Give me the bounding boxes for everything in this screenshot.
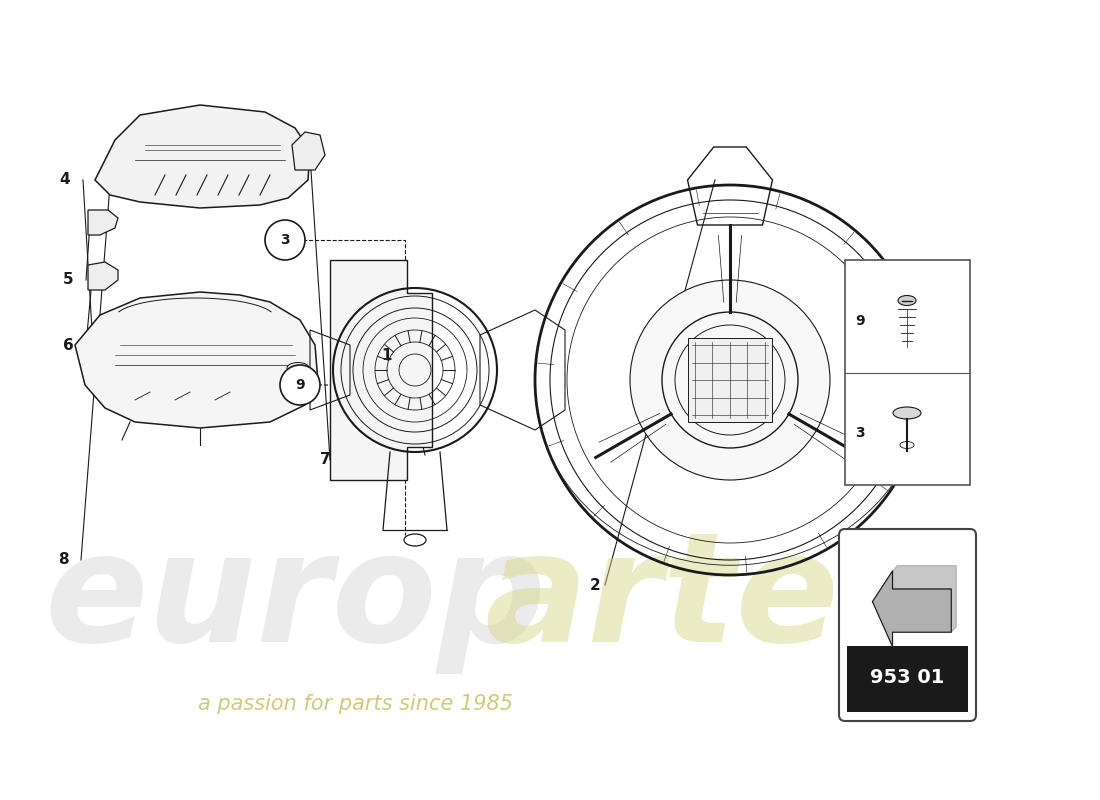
Text: 5: 5	[63, 273, 74, 287]
Text: 953 01: 953 01	[870, 668, 945, 687]
Text: a passion for parts since 1985: a passion for parts since 1985	[198, 694, 513, 714]
Text: europ: europ	[44, 526, 546, 674]
Text: 4: 4	[59, 173, 70, 187]
Text: 6: 6	[63, 338, 74, 353]
Text: 8: 8	[57, 553, 68, 567]
Text: 3: 3	[280, 233, 289, 247]
Bar	[845, 260, 970, 485]
FancyBboxPatch shape	[839, 529, 976, 721]
Polygon shape	[872, 571, 952, 646]
Polygon shape	[88, 262, 118, 290]
Polygon shape	[892, 566, 956, 632]
Ellipse shape	[404, 534, 426, 546]
Polygon shape	[88, 210, 118, 235]
Text: 7: 7	[320, 453, 330, 467]
Circle shape	[280, 365, 320, 405]
Text: 9: 9	[855, 314, 865, 328]
Text: 2: 2	[590, 578, 601, 593]
Polygon shape	[330, 260, 432, 480]
Circle shape	[265, 220, 305, 260]
Ellipse shape	[898, 295, 916, 306]
Bar	[847, 646, 968, 712]
Text: 3: 3	[855, 426, 865, 440]
Text: 1: 1	[382, 347, 393, 362]
Polygon shape	[75, 292, 318, 428]
Ellipse shape	[287, 362, 309, 374]
Ellipse shape	[893, 407, 921, 419]
Polygon shape	[95, 105, 310, 208]
Text: artes: artes	[484, 526, 930, 674]
Bar	[688, 338, 772, 422]
Text: 9: 9	[295, 378, 305, 392]
Circle shape	[630, 280, 830, 480]
Polygon shape	[292, 132, 324, 170]
